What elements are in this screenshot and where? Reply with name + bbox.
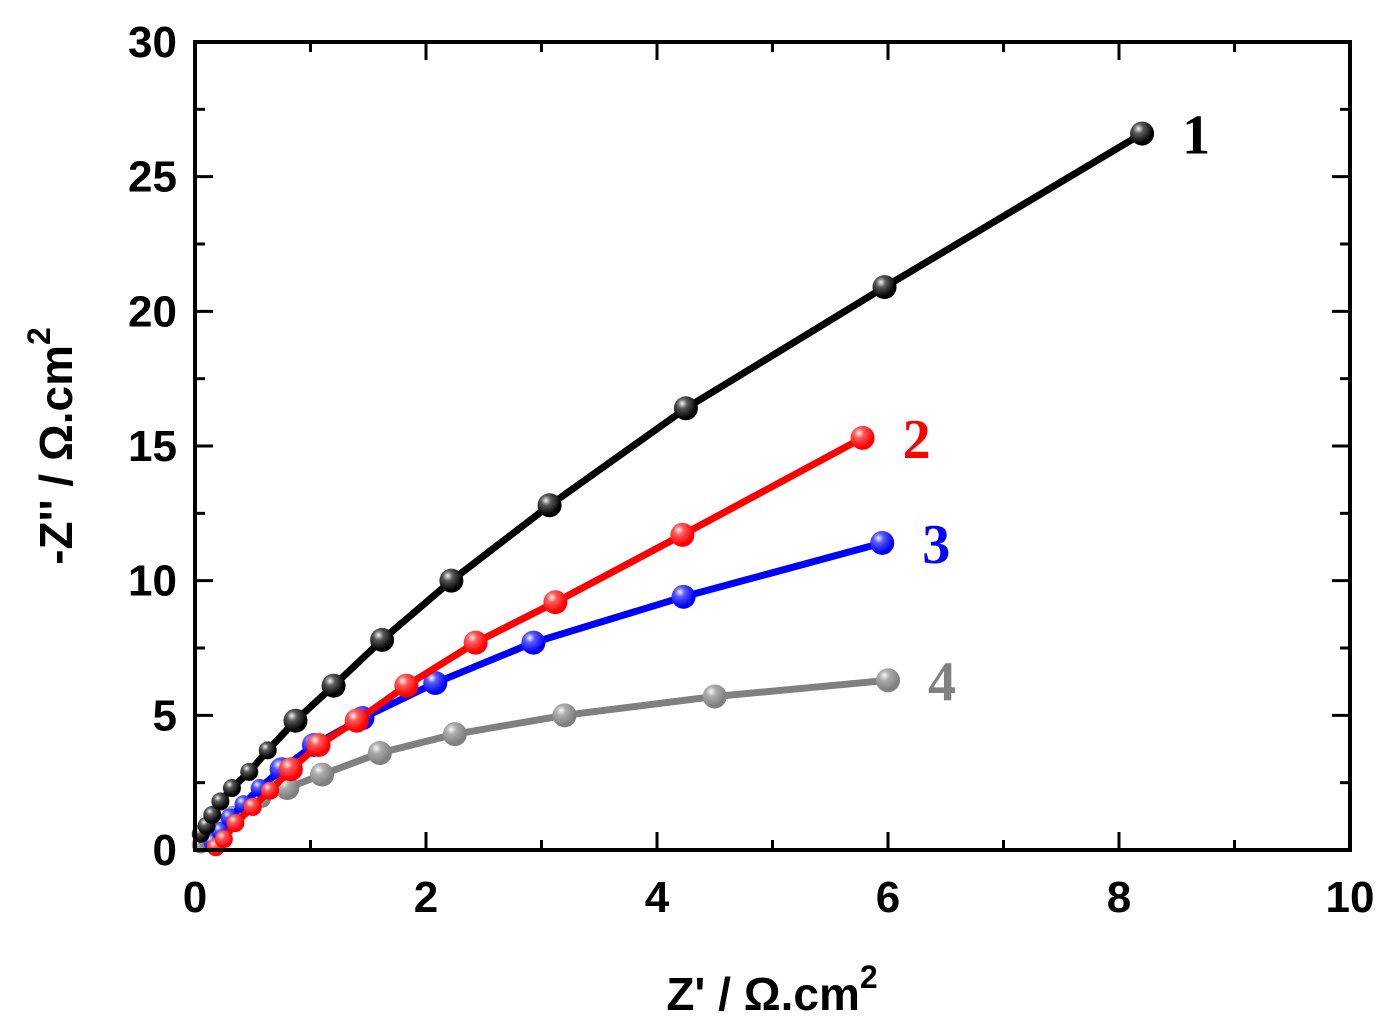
data-point-highlight	[310, 762, 335, 787]
data-point-highlight	[670, 522, 695, 547]
data-point-highlight	[306, 732, 331, 757]
y-tick-label: 0	[153, 826, 177, 875]
data-point-highlight	[463, 630, 488, 655]
data-point-highlight	[439, 568, 464, 593]
data-point-highlight	[671, 584, 696, 609]
x-tick-label: 0	[183, 873, 207, 922]
x-tick-label: 10	[1326, 873, 1375, 922]
ticks-layer: 0 2 4 6 8 10 0 5 10 15 20 25 30	[128, 18, 1374, 922]
x-tick-label: 4	[645, 873, 670, 922]
data-point-highlight	[870, 530, 895, 555]
data-point-highlight	[1130, 121, 1155, 146]
x-axis-title: Z' / Ω.cm2	[666, 959, 877, 1020]
series-label: 1	[1182, 105, 1210, 167]
data-point-highlight	[203, 805, 222, 824]
data-point-highlight	[552, 703, 577, 728]
series-label: 3	[922, 514, 950, 576]
data-point-highlight	[394, 673, 419, 698]
data-point-highlight	[521, 630, 546, 655]
data-point-highlight	[442, 722, 467, 747]
x-tick-label: 2	[414, 873, 438, 922]
data-point-highlight	[370, 627, 395, 652]
data-point-highlight	[872, 275, 897, 300]
data-point-highlight	[214, 830, 233, 849]
y-tick-label: 15	[128, 422, 177, 471]
data-point-highlight	[278, 757, 303, 782]
data-point-highlight	[226, 814, 245, 833]
data-point-highlight	[261, 781, 280, 800]
data-point-highlight	[543, 590, 568, 615]
series-label: 4	[928, 651, 956, 713]
data-point-highlight	[673, 396, 698, 421]
y-tick-label: 20	[128, 287, 177, 336]
y-tick-label: 30	[128, 18, 177, 67]
data-point-highlight	[850, 425, 875, 450]
series-label: 2	[903, 409, 931, 471]
data-point-highlight	[367, 741, 392, 766]
data-point-highlight	[283, 708, 308, 733]
y-tick-label: 10	[128, 557, 177, 606]
data-point-highlight	[702, 684, 727, 709]
data-point-highlight	[240, 762, 259, 781]
data-point-highlight	[876, 668, 900, 693]
y-tick-label: 25	[128, 153, 177, 202]
plot-frame	[193, 40, 1352, 852]
data-point-highlight	[423, 671, 448, 696]
series-layer: 4 3 2 1	[191, 105, 1210, 857]
data-point-highlight	[243, 797, 262, 816]
data-point-highlight	[258, 741, 277, 760]
data-point-highlight	[222, 779, 241, 798]
x-tick-label: 6	[876, 873, 900, 922]
y-tick-label: 5	[153, 691, 177, 740]
series-2: 2	[206, 409, 931, 857]
data-point-highlight	[537, 493, 562, 518]
x-tick-label: 8	[1107, 873, 1131, 922]
y-axis-title: -Z'' / Ω.cm2	[21, 327, 82, 565]
data-point-highlight	[344, 708, 369, 733]
data-point-highlight	[211, 792, 230, 811]
data-point-highlight	[321, 673, 346, 698]
